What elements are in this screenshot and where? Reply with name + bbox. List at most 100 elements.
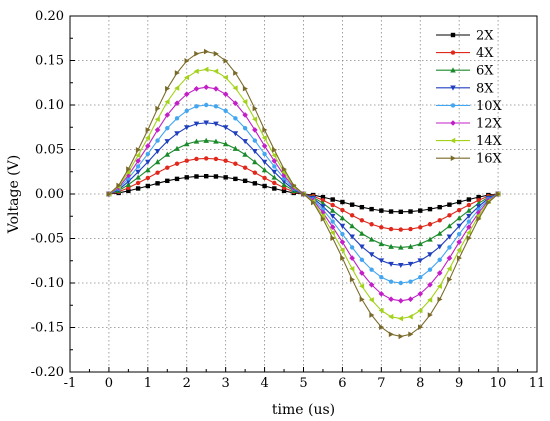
data-point (281, 181, 287, 187)
data-point (233, 161, 238, 166)
data-point (213, 121, 219, 127)
data-point (135, 158, 141, 164)
data-point (359, 270, 365, 276)
data-point (378, 291, 385, 297)
data-point (418, 324, 424, 330)
data-point (330, 219, 335, 224)
data-point (165, 85, 171, 92)
data-point (223, 175, 228, 180)
data-point (495, 191, 501, 197)
data-point (193, 138, 200, 144)
data-point (427, 222, 433, 227)
data-point (446, 265, 452, 272)
data-point (359, 283, 365, 290)
legend-label: 2X (476, 29, 494, 44)
data-point (330, 197, 335, 202)
x-tick-label: -1 (64, 376, 77, 391)
data-point (486, 199, 492, 206)
data-point (466, 197, 472, 202)
data-point (291, 182, 297, 189)
data-point (349, 202, 355, 207)
data-point (232, 100, 239, 107)
legend-item: 8X (436, 81, 494, 96)
data-point (369, 267, 374, 272)
data-point (154, 159, 161, 165)
data-point (369, 222, 374, 227)
data-point (193, 86, 200, 92)
data-point (408, 209, 413, 214)
legend-label: 6X (476, 64, 494, 79)
data-point (427, 236, 433, 242)
data-point (203, 48, 210, 55)
x-tick-label: 6 (338, 376, 346, 391)
x-tick-label: 5 (299, 376, 307, 391)
data-point (164, 112, 171, 118)
legend-item: 6X (436, 64, 494, 79)
data-point (213, 174, 219, 179)
data-point (242, 165, 248, 170)
data-point (339, 223, 346, 229)
data-point (450, 67, 456, 73)
data-point (252, 116, 258, 123)
data-point (320, 216, 326, 222)
data-point (388, 261, 394, 267)
data-point (242, 139, 248, 145)
data-point (368, 297, 374, 303)
data-point (154, 127, 161, 133)
x-tick-label: 11 (529, 376, 546, 391)
data-point (436, 230, 443, 236)
data-point (417, 291, 424, 297)
data-point (476, 198, 481, 203)
data-point (252, 127, 258, 133)
data-point (223, 58, 229, 64)
data-point (349, 276, 355, 283)
data-point (154, 149, 161, 155)
data-point (184, 58, 190, 64)
data-point (450, 120, 456, 126)
data-point (145, 127, 151, 133)
data-point (271, 174, 278, 180)
data-point (397, 315, 404, 322)
data-point (116, 182, 122, 189)
data-point (174, 176, 180, 182)
data-point (456, 223, 462, 229)
data-point (204, 174, 209, 179)
data-point (349, 213, 355, 218)
data-point (447, 213, 452, 218)
data-point (165, 125, 170, 131)
data-point (271, 169, 278, 175)
data-point (340, 255, 346, 261)
data-point (476, 216, 482, 222)
data-point (252, 159, 258, 165)
y-tick-label: -0.15 (31, 321, 64, 336)
y-tick-label: 0.10 (35, 98, 64, 113)
legend-label: 12X (476, 117, 503, 132)
data-point (271, 152, 277, 159)
data-point (301, 191, 307, 197)
data-point (456, 255, 462, 261)
data-point (183, 91, 190, 97)
data-point (339, 239, 346, 245)
data-point (232, 145, 239, 151)
data-point (262, 175, 267, 181)
data-point (456, 207, 462, 213)
data-point (379, 324, 385, 330)
data-point (262, 151, 267, 157)
data-point (213, 68, 219, 75)
data-point (446, 255, 453, 261)
data-point (349, 245, 355, 250)
data-point (261, 167, 268, 173)
data-point (456, 215, 462, 221)
x-tick-label: 9 (455, 376, 463, 391)
data-point (329, 224, 336, 230)
data-point (261, 143, 268, 149)
data-point (450, 155, 456, 161)
data-point (418, 225, 423, 230)
data-point (193, 68, 199, 75)
x-tick-label: 7 (377, 376, 385, 391)
data-point (174, 100, 180, 107)
data-point (145, 175, 151, 181)
data-point (204, 102, 209, 108)
data-point (359, 218, 365, 223)
data-point (135, 147, 141, 153)
